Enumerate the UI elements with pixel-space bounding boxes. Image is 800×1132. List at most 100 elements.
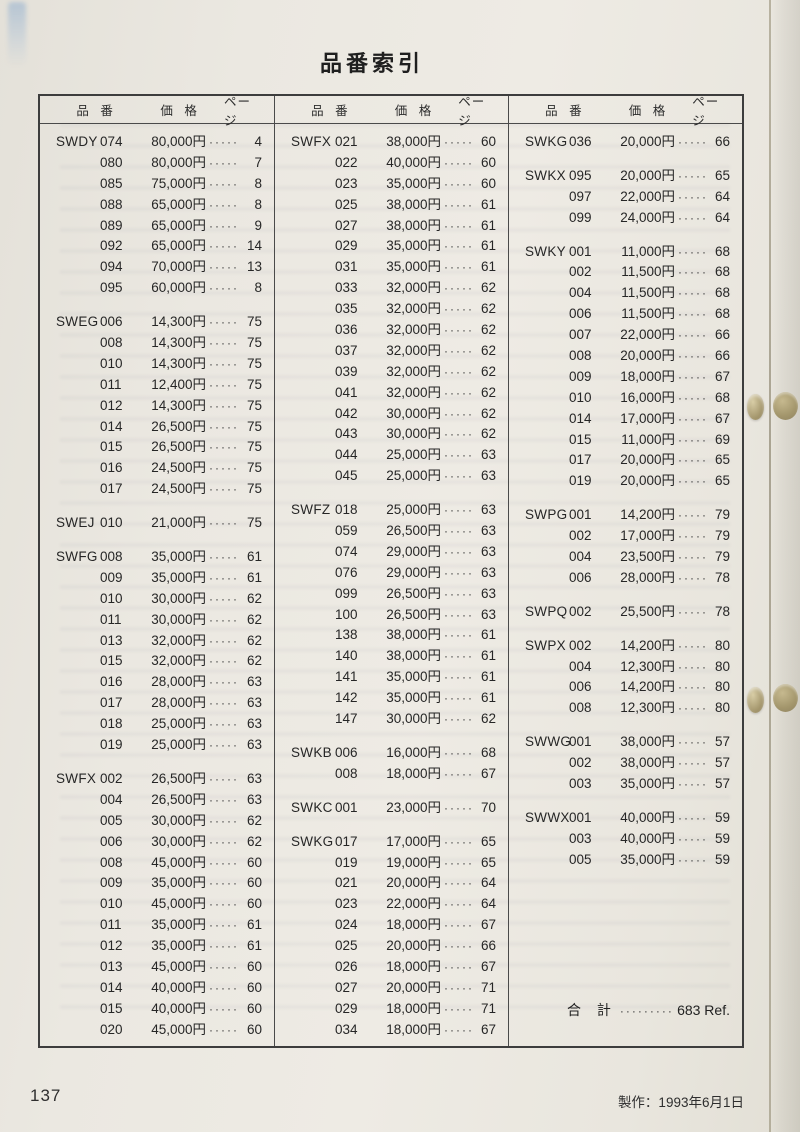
dot-leader — [206, 631, 238, 652]
dot-leader — [441, 798, 472, 819]
part-prefix: SWWX — [525, 809, 570, 825]
part-prefix: SWFX — [56, 770, 97, 786]
dot-leader — [206, 458, 238, 479]
part-number: 004 — [569, 549, 592, 565]
page-edge-line — [769, 0, 771, 1132]
dot-leader — [441, 216, 472, 237]
index-row: 089 65,000円 9 — [40, 216, 274, 237]
price: 11,500円 — [621, 264, 675, 280]
page-ref: 64 — [714, 209, 730, 225]
dot-leader — [206, 333, 238, 354]
part-group: SWEJ 010 21,000円 75 — [40, 513, 274, 534]
dot-leader — [675, 262, 706, 283]
price: 25,000円 — [386, 502, 441, 518]
dot-leader — [675, 636, 706, 657]
price: 18,000円 — [386, 765, 441, 781]
index-row: 015 32,000円 62 — [40, 651, 274, 672]
dot-leader — [206, 375, 238, 396]
dot-leader — [441, 667, 472, 688]
index-row: 002 17,000円 79 — [509, 526, 742, 547]
part-number: 044 — [335, 447, 358, 463]
part-number: 016 — [100, 460, 123, 476]
index-row: 141 35,000円 61 — [275, 667, 508, 688]
price: 30,000円 — [151, 833, 206, 849]
part-number: 037 — [335, 342, 358, 358]
page-ref: 66 — [480, 938, 496, 954]
page-ref: 63 — [246, 674, 262, 690]
price: 17,000円 — [620, 410, 675, 426]
page-ref: 63 — [480, 564, 496, 580]
dot-leader — [441, 153, 472, 174]
part-group: SWDY07480,000円408080,000円708575,000円8088… — [40, 132, 274, 299]
price: 35,000円 — [386, 669, 441, 685]
part-number: 034 — [335, 1021, 358, 1037]
page-ref: 62 — [480, 280, 496, 296]
page-ref: 60 — [246, 1021, 262, 1037]
dot-leader — [675, 325, 706, 346]
part-number: 018 — [335, 502, 358, 518]
price: 38,000円 — [386, 217, 441, 233]
part-number: 011 — [100, 917, 122, 933]
part-number: 008 — [335, 765, 358, 781]
price: 80,000円 — [151, 134, 206, 149]
page-ref: 75 — [246, 481, 262, 497]
index-row: 014 26,500円 75 — [40, 417, 274, 438]
dot-leader — [441, 709, 472, 730]
price: 38,000円 — [620, 755, 675, 771]
price: 40,000円 — [620, 830, 675, 846]
part-number: 016 — [100, 674, 123, 690]
price: 32,000円 — [386, 301, 441, 317]
dot-leader — [206, 396, 238, 417]
column-header: 品 番 価 格 ページ — [275, 95, 508, 128]
index-row: 002 38,000円 57 — [509, 753, 742, 774]
page-ref: 57 — [714, 776, 730, 792]
part-number: 138 — [335, 627, 358, 643]
index-row: 012 35,000円 61 — [40, 936, 274, 957]
index-row: 034 18,000円 67 — [275, 1020, 508, 1041]
header-part-number: 品 番 — [545, 104, 586, 118]
index-row: 095 60,000円 8 — [40, 278, 274, 299]
part-number: 027 — [335, 217, 358, 233]
dot-leader — [206, 672, 238, 693]
part-number: 017 — [100, 695, 123, 711]
price: 65,000円 — [151, 217, 206, 233]
index-row: 014 40,000円 60 — [40, 978, 274, 999]
page-ref: 67 — [714, 368, 730, 384]
dot-leader — [206, 714, 238, 735]
dot-leader — [206, 354, 238, 375]
price: 26,500円 — [386, 523, 441, 539]
dot-leader — [675, 208, 706, 229]
part-prefix: SWPQ — [525, 603, 568, 619]
page-ref: 78 — [714, 569, 730, 585]
part-number: 014 — [569, 410, 592, 426]
part-number: 010 — [100, 896, 123, 912]
index-row: 017 24,500円 75 — [40, 479, 274, 500]
index-row: 097 22,000円 64 — [509, 187, 742, 208]
dot-leader — [206, 312, 238, 333]
page-ref: 8 — [254, 175, 262, 191]
price: 32,000円 — [386, 384, 441, 400]
part-number: 031 — [335, 259, 358, 275]
part-number: 023 — [335, 175, 358, 191]
index-row: 015 26,500円 75 — [40, 437, 274, 458]
dot-leader — [206, 417, 238, 438]
index-row: 006 14,200円 80 — [509, 677, 742, 698]
page-ref: 61 — [246, 569, 262, 585]
part-number: 007 — [569, 327, 592, 343]
price: 11,000円 — [621, 431, 675, 447]
part-number: 029 — [335, 1000, 358, 1016]
index-row: 094 70,000円 13 — [40, 257, 274, 278]
index-row: 042 30,000円 62 — [275, 404, 508, 425]
dot-leader — [441, 605, 472, 626]
part-number-index-table: 品 番 価 格 ページ SWDY07480,000円408080,000円708… — [38, 94, 744, 1048]
dot-leader — [675, 430, 706, 451]
header-price: 価 格 — [160, 104, 201, 118]
page-ref: 62 — [246, 590, 262, 606]
part-number: 012 — [100, 938, 123, 954]
